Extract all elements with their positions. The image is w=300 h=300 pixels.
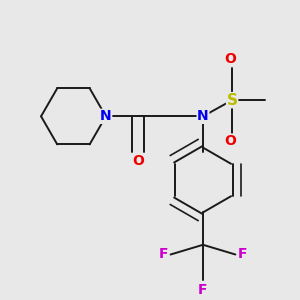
Text: S: S — [227, 93, 238, 108]
Text: O: O — [132, 154, 144, 168]
Text: F: F — [238, 248, 247, 262]
Text: F: F — [198, 283, 208, 297]
Text: N: N — [197, 109, 209, 123]
Text: O: O — [225, 52, 237, 66]
Text: O: O — [225, 134, 237, 148]
Text: N: N — [100, 109, 112, 123]
Text: F: F — [159, 248, 168, 262]
